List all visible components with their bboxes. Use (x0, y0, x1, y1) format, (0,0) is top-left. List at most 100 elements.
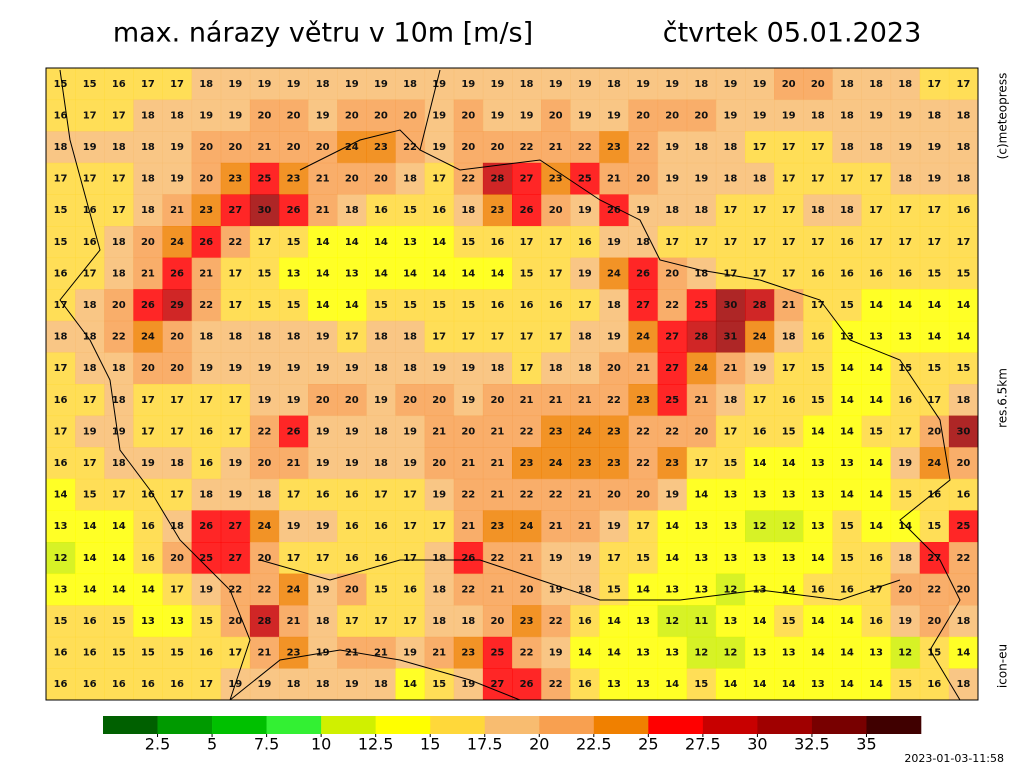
cell (570, 636, 600, 669)
cell-value: 17 (141, 395, 155, 406)
cell-value: 17 (811, 237, 825, 248)
cell-value: 24 (287, 584, 301, 595)
cell (570, 510, 600, 543)
cell (657, 68, 688, 101)
cell (75, 384, 105, 417)
cell-value: 14 (782, 458, 796, 469)
cell-value: 12 (54, 553, 68, 564)
cell (337, 542, 367, 575)
cell-value: 20 (374, 174, 388, 185)
cell-value: 22 (665, 300, 679, 311)
cell (104, 68, 134, 101)
cell-value: 19 (869, 110, 883, 121)
cell-value: 19 (898, 142, 912, 153)
cell (308, 257, 338, 290)
cell (599, 320, 629, 353)
colorbar-box (103, 716, 158, 734)
cell-value: 16 (83, 237, 97, 248)
cell-value: 13 (811, 679, 825, 690)
cell-value: 17 (549, 332, 563, 343)
cell-value: 19 (257, 395, 271, 406)
cell-value: 19 (228, 458, 242, 469)
cell-value: 15 (898, 679, 912, 690)
cell-value: 21 (170, 205, 184, 216)
cell-value: 18 (257, 332, 271, 343)
cell (628, 99, 659, 132)
cell (395, 162, 426, 195)
cell (832, 226, 862, 259)
map-frame (45, 67, 979, 701)
cell (191, 162, 222, 195)
cell-value: 17 (869, 205, 883, 216)
cell (453, 415, 484, 448)
colorbar-label: 32.5 (794, 735, 830, 754)
border (229, 649, 521, 701)
cell (628, 320, 659, 353)
cell (861, 289, 892, 322)
cell (803, 320, 833, 353)
cell-value: 19 (490, 79, 504, 90)
cell-value: 13 (694, 553, 708, 564)
cell-value: 26 (170, 268, 184, 279)
cell-value: 18 (287, 679, 301, 690)
cell-value: 17 (83, 268, 97, 279)
cell-value: 22 (956, 553, 970, 564)
cell-value: 19 (549, 79, 563, 90)
cell (745, 68, 775, 101)
cell (482, 99, 513, 132)
cell-value: 17 (927, 205, 941, 216)
cell (570, 99, 600, 132)
cell-value: 21 (257, 142, 271, 153)
cell (220, 320, 251, 353)
cell-value: 13 (287, 268, 301, 279)
cell-value: 19 (753, 110, 767, 121)
cell-value: 16 (490, 300, 504, 311)
cell-value: 16 (54, 110, 68, 121)
cell-value: 20 (228, 142, 242, 153)
cell (46, 384, 76, 417)
cell (628, 605, 659, 638)
cell-value: 17 (520, 237, 534, 248)
cell (628, 257, 659, 290)
cell-value: 19 (345, 679, 359, 690)
cell (133, 131, 163, 164)
cell-value: 21 (345, 648, 359, 659)
cell (541, 194, 571, 227)
cell (279, 99, 309, 132)
cell-value: 17 (170, 79, 184, 90)
cell (686, 226, 717, 259)
cell-value: 17 (898, 205, 912, 216)
cell-value: 25 (257, 174, 271, 185)
cell-value: 14 (345, 237, 359, 248)
cell (628, 289, 659, 322)
cell-value: 19 (199, 110, 213, 121)
cell (541, 320, 571, 353)
cell-value: 13 (723, 490, 737, 501)
cell-value: 17 (170, 584, 184, 595)
cell (453, 289, 484, 322)
cell-value: 17 (228, 395, 242, 406)
cell-value: 15 (840, 521, 854, 532)
colorbar-box (757, 716, 813, 734)
cell-value: 18 (54, 142, 68, 153)
cell-value: 13 (170, 616, 184, 627)
cell-value: 18 (549, 363, 563, 374)
border (299, 129, 421, 171)
cell-value: 14 (374, 268, 388, 279)
cell (191, 226, 222, 259)
cell-value: 17 (54, 300, 68, 311)
cell-value: 14 (869, 521, 883, 532)
cell (104, 447, 134, 480)
cell-value: 23 (287, 174, 301, 185)
cell-value: 15 (54, 616, 68, 627)
cell (599, 257, 629, 290)
cell-value: 13 (869, 648, 883, 659)
cell (948, 320, 979, 353)
cell (133, 194, 163, 227)
cell-value: 17 (83, 174, 97, 185)
cell (890, 384, 921, 417)
cell-value: 20 (927, 616, 941, 627)
cell (46, 162, 76, 195)
cell (570, 605, 600, 638)
cell-value: 16 (199, 458, 213, 469)
